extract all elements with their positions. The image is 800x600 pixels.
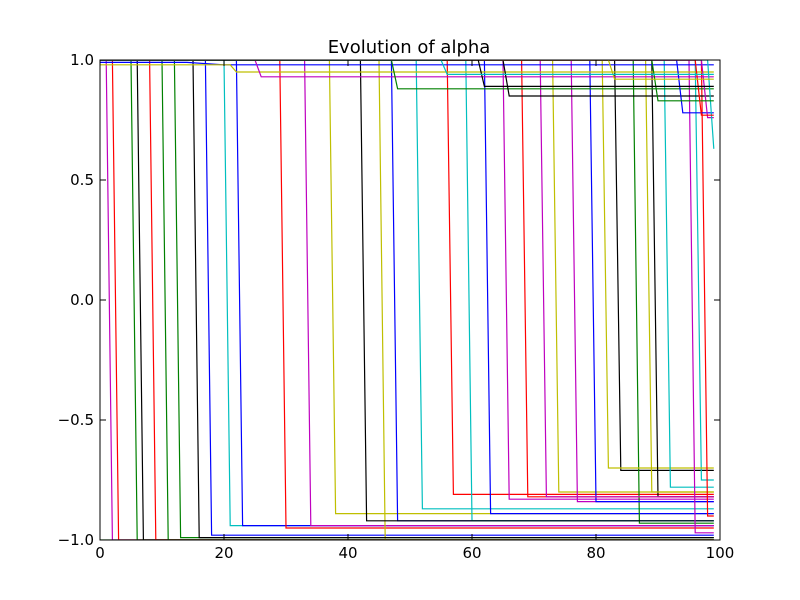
alpha-series-line — [100, 60, 714, 536]
alpha-series-line — [100, 60, 714, 493]
alpha-series-line — [100, 60, 714, 534]
alpha-series-line — [100, 60, 714, 527]
x-tick-label: 80 — [586, 544, 605, 562]
alpha-series-line — [100, 60, 714, 498]
alpha-series-line — [100, 60, 714, 90]
x-tick-label: 40 — [338, 544, 357, 562]
x-tick-label: 0 — [95, 544, 105, 562]
alpha-series-line — [100, 60, 714, 529]
chart-title: Evolution of alpha — [328, 37, 491, 58]
alpha-series-line — [100, 60, 714, 495]
alpha-series-line — [100, 60, 714, 102]
alpha-series-line — [100, 60, 715, 149]
alpha-series-line — [100, 60, 714, 522]
alpha-series-line — [100, 60, 714, 540]
alpha-series-line — [100, 60, 714, 540]
alpha-series-line — [100, 60, 714, 498]
alpha-series-line — [100, 60, 714, 515]
y-tick-label: 0.5 — [70, 171, 94, 189]
alpha-series-line — [100, 60, 714, 503]
alpha-series-line — [100, 64, 714, 73]
alpha-series-line — [100, 60, 714, 540]
alpha-series-line — [100, 60, 714, 539]
x-tick-label: 60 — [462, 544, 481, 562]
y-tick-label: −1.0 — [58, 531, 94, 549]
alpha-series-line — [100, 60, 714, 540]
tick-label-layer: 0 20 40 60 80 100 1.0 0.5 0.0 −0.5 −1.0 — [58, 51, 735, 562]
alpha-series-line — [100, 60, 714, 80]
alpha-series-line — [100, 60, 714, 522]
alpha-series-line — [100, 60, 714, 517]
alpha-series-line — [100, 60, 714, 527]
alpha-series-line — [100, 60, 714, 119]
alpha-series-line — [100, 60, 714, 469]
alpha-series-line — [100, 60, 714, 540]
alpha-series-line — [100, 60, 714, 76]
alpha-series-line — [100, 60, 714, 471]
alpha-series-line — [100, 60, 714, 522]
alpha-series-line — [100, 60, 714, 488]
alpha-series-line — [100, 60, 714, 540]
x-tick-label: 100 — [706, 544, 735, 562]
alpha-series-line — [100, 60, 714, 527]
plot-frame — [99, 59, 721, 541]
alpha-series-line — [100, 60, 714, 510]
alpha-series-line — [100, 60, 714, 515]
alpha-series-line — [100, 60, 714, 540]
alpha-series-line — [100, 60, 714, 500]
alpha-series-line — [100, 60, 714, 97]
alpha-series-line — [100, 60, 714, 503]
alpha-series-line — [100, 60, 714, 78]
y-tick-label: −0.5 — [58, 411, 94, 429]
alpha-series-line — [100, 60, 714, 116]
series-layer — [100, 60, 715, 540]
alpha-series-line — [100, 61, 714, 66]
alpha-series-line — [100, 60, 714, 493]
alpha-series-line — [100, 60, 714, 88]
alpha-series-line — [100, 60, 714, 539]
alpha-series-line — [100, 60, 714, 498]
alpha-series-line — [100, 60, 714, 481]
alpha-series-line — [100, 60, 714, 524]
y-tick-label: 0.0 — [70, 291, 94, 309]
y-tick-label: 1.0 — [70, 51, 94, 69]
x-tick-label: 20 — [214, 544, 233, 562]
